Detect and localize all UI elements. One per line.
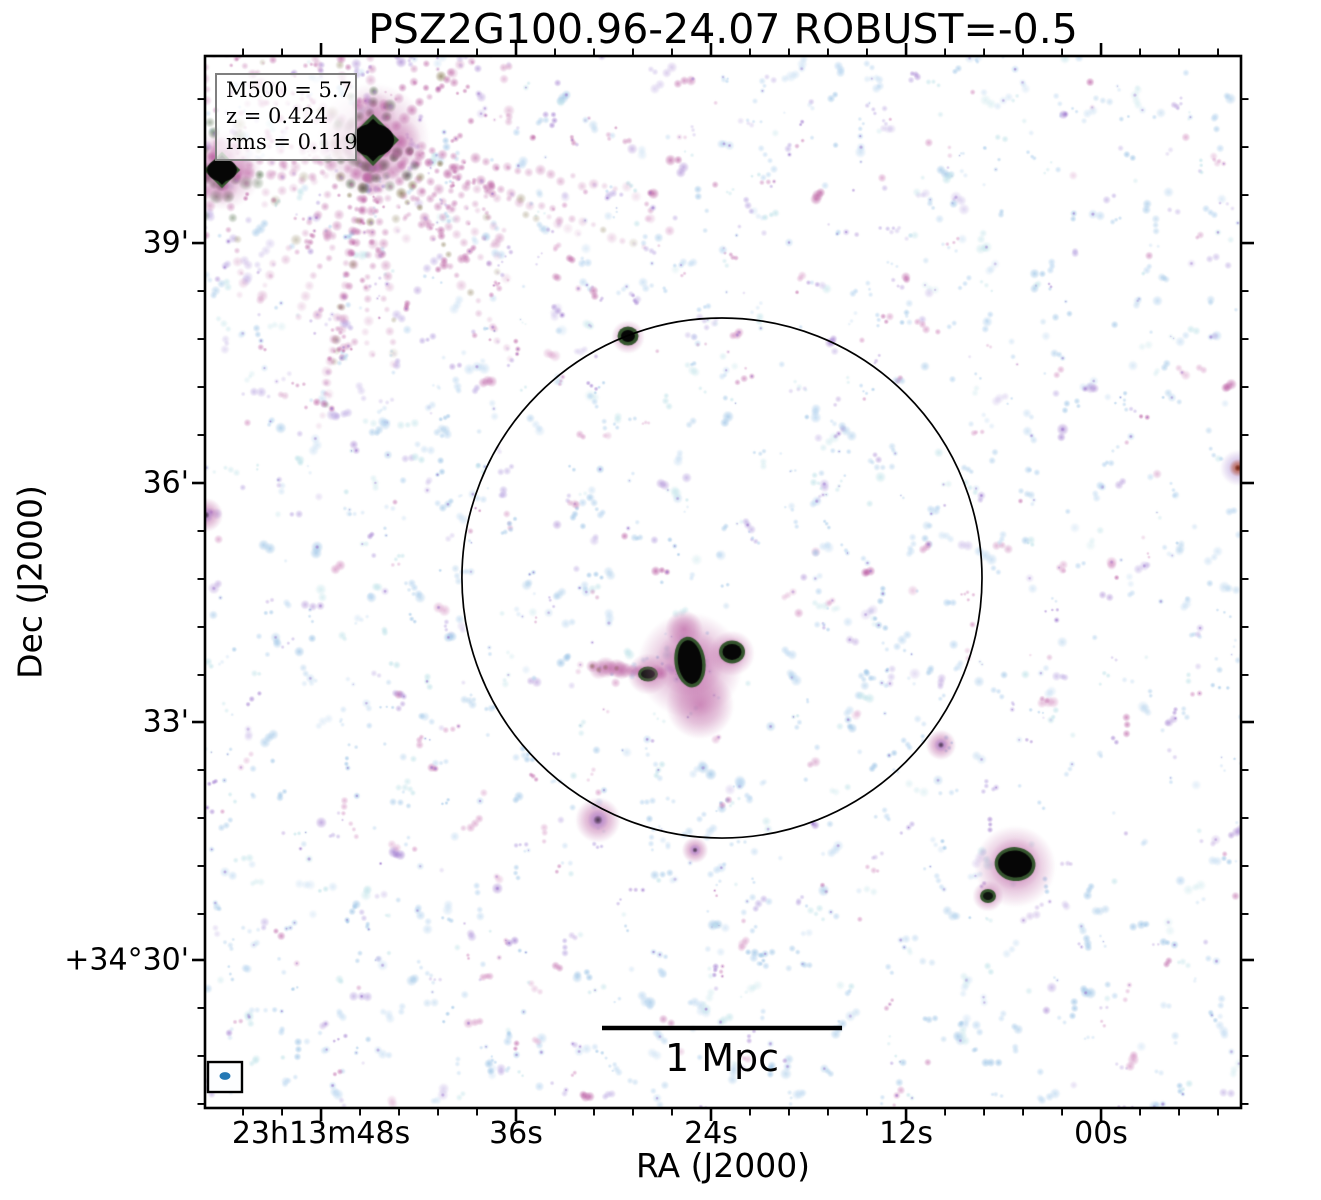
y-tick-label: +34°30' bbox=[64, 942, 189, 978]
y-tick-label: 39' bbox=[142, 225, 189, 261]
annotation-box: M500 = 5.7 z = 0.424 rms = 0.119 bbox=[215, 73, 358, 161]
scalebar-label: 1 Mpc bbox=[664, 1036, 780, 1080]
ra-axis-label: RA (J2000) bbox=[635, 1146, 811, 1185]
figure-title: PSZ2G100.96-24.07 ROBUST=-0.5 bbox=[368, 5, 1078, 53]
annotation-line-rms: rms = 0.119 bbox=[226, 130, 358, 154]
x-tick-label: 00s bbox=[1074, 1116, 1128, 1151]
dec-axis-label: Dec (J2000) bbox=[10, 485, 50, 679]
x-tick-label: 36s bbox=[489, 1116, 543, 1151]
radio-image-canvas bbox=[205, 56, 1241, 1108]
y-tick-label: 36' bbox=[142, 465, 189, 501]
annotation-line-m500: M500 = 5.7 bbox=[226, 78, 352, 102]
x-tick-label: 12s bbox=[879, 1116, 933, 1151]
x-tick-label: 23h13m48s bbox=[231, 1116, 411, 1151]
y-tick-label: 33' bbox=[142, 704, 189, 740]
x-tick-label: 24s bbox=[684, 1116, 738, 1151]
annotation-line-z: z = 0.424 bbox=[226, 104, 329, 128]
